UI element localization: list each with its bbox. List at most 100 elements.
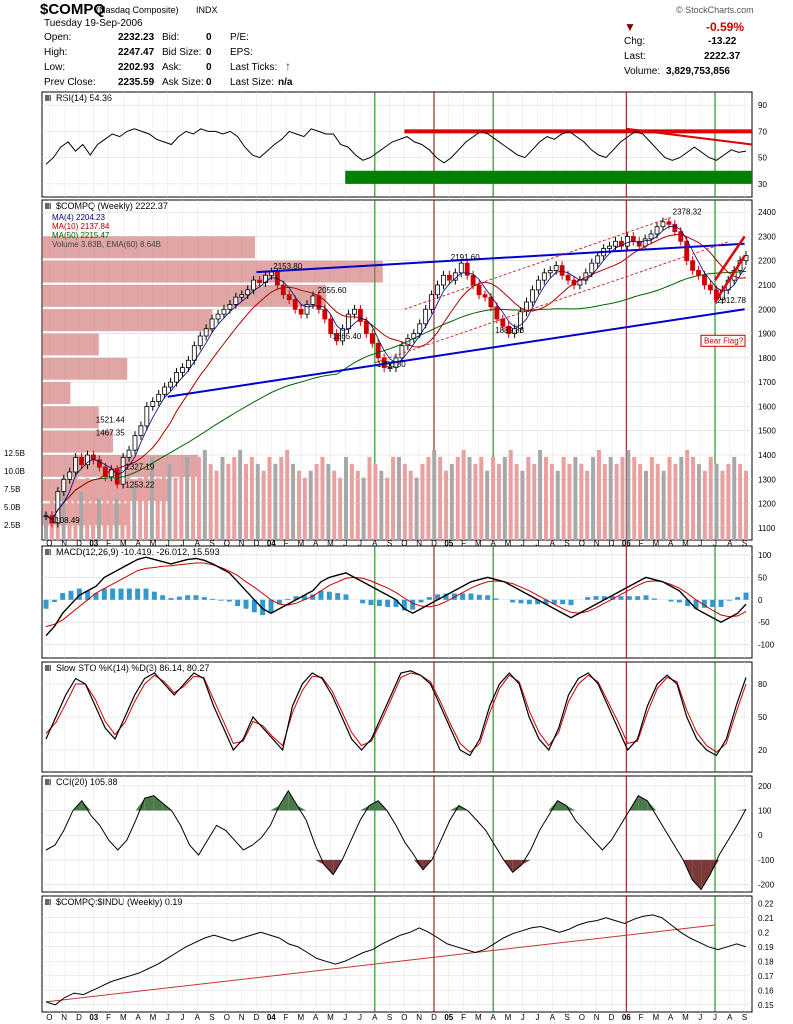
change-label: Chg: [624, 36, 646, 47]
macd-histogram-bar [318, 590, 324, 600]
volume-bar [338, 477, 343, 540]
volume-bar [644, 470, 648, 540]
price-annotation: 1521.44 [96, 416, 125, 425]
time-tick-label: A [550, 539, 556, 548]
price-annotation: 1108.49 [51, 516, 80, 525]
macd-histogram-bar [610, 596, 616, 600]
time-tick-label: F [284, 1013, 289, 1022]
candle-body [79, 457, 84, 466]
volume-bar [255, 463, 260, 540]
down-triangle-icon: ▼ [624, 20, 636, 34]
bid-value: 0 [206, 32, 212, 43]
tick-label-macd: 50 [758, 573, 767, 582]
ma-legend: MA(50) 2215.47 [52, 231, 110, 240]
candle-body [541, 272, 547, 281]
time-tick-label: D [431, 539, 437, 548]
time-tick-label: O [224, 1013, 230, 1022]
candle-body [144, 406, 150, 427]
candle-body [547, 270, 553, 274]
volume-bar [238, 450, 243, 540]
time-tick-label: A [490, 539, 496, 548]
macd-histogram-bar [118, 588, 124, 600]
volume-bar [355, 470, 360, 540]
tick-label-price: 1900 [758, 330, 776, 339]
volume-bar [638, 463, 643, 540]
time-tick-label: M [505, 1013, 512, 1022]
volume-bar [596, 450, 601, 540]
time-tick-label: J [698, 1013, 702, 1022]
volume-profile-bar [42, 285, 326, 307]
open-label: Open: [44, 32, 72, 43]
last-size-label: Last Size: [230, 77, 274, 88]
ma-legend: MA(4) 2204.23 [52, 213, 105, 222]
volume-bar [496, 463, 501, 540]
candle-body [73, 457, 79, 473]
ask-size-label: Ask Size: [162, 77, 204, 88]
volume-bar [96, 498, 101, 540]
macd-histogram-bar [685, 599, 691, 607]
time-tick-label: M [120, 1013, 127, 1022]
exchange: INDX [196, 5, 218, 15]
macd-histogram-bar [210, 598, 216, 600]
candle-body [180, 367, 185, 373]
macd-histogram-bar [160, 595, 166, 600]
low-label: Low: [44, 62, 66, 73]
time-tick-label: O [46, 539, 52, 548]
quote-header: $COMPQ (Nasdaq Composite) INDX © StockCh… [0, 0, 793, 88]
macd-histogram-bar [435, 594, 441, 600]
candle-body [630, 236, 636, 242]
volume-bar [108, 484, 113, 540]
macd-histogram-bar [535, 599, 541, 605]
candle-body [292, 299, 298, 310]
time-tick-label: A [550, 1013, 556, 1022]
cci-oversold-fill [324, 859, 334, 875]
volume-bar [249, 456, 254, 540]
price-annotation: 2378.32 [673, 207, 702, 216]
volume-label: Volume: [624, 66, 661, 77]
volume-bar [432, 450, 437, 540]
volume-bar [291, 463, 296, 540]
time-tick-label: A [727, 1013, 733, 1022]
time-tick-label: N [61, 1013, 67, 1022]
legend-price: $COMPQ (Weekly) 2222.37 [56, 201, 168, 211]
macd-histogram-bar [235, 599, 241, 607]
macd-histogram-bar [443, 593, 449, 600]
macd-histogram-bar [126, 588, 132, 600]
volume-bar [508, 450, 513, 540]
symbol: $COMPQ [40, 1, 106, 18]
tick-label-cci: 0 [758, 831, 763, 840]
last-label: Last: [624, 51, 646, 62]
candle-body [215, 313, 221, 320]
candle-body [191, 345, 197, 361]
candle-body [174, 372, 179, 383]
time-tick-label: M [298, 539, 305, 548]
change-percent: -0.59% [706, 20, 745, 34]
legend-cci: CCI(20) 105.88 [56, 777, 118, 787]
candle-body [565, 274, 571, 281]
volume-bar [391, 456, 396, 540]
candle-body [702, 274, 707, 286]
volume-bar [608, 456, 613, 540]
volume-bar [444, 470, 448, 540]
tick-label-price: 2100 [758, 281, 776, 290]
macd-line [45, 556, 747, 637]
macd-histogram-bar [543, 599, 549, 605]
time-tick-label: D [609, 1013, 615, 1022]
volume-bar [308, 470, 313, 540]
macd-histogram-bar [568, 599, 574, 606]
volume-bar [138, 477, 143, 540]
volume-bar [367, 456, 372, 540]
open-value: 2232.23 [118, 32, 155, 43]
tick-label-cci: -200 [758, 881, 775, 890]
macd-histogram-bar [493, 598, 499, 600]
time-tick-label: N [416, 1013, 422, 1022]
volume-profile-bar [42, 236, 255, 259]
cci-overbought-fill [369, 800, 379, 811]
macd-histogram-bar [260, 599, 266, 615]
macd-signal-line [45, 562, 747, 628]
candle-body [654, 226, 660, 235]
price-annotation: 1467.35 [96, 429, 125, 438]
cci-overbought-fill [81, 800, 91, 811]
pe-label: P/E: [230, 32, 249, 43]
candle-body [162, 386, 168, 395]
